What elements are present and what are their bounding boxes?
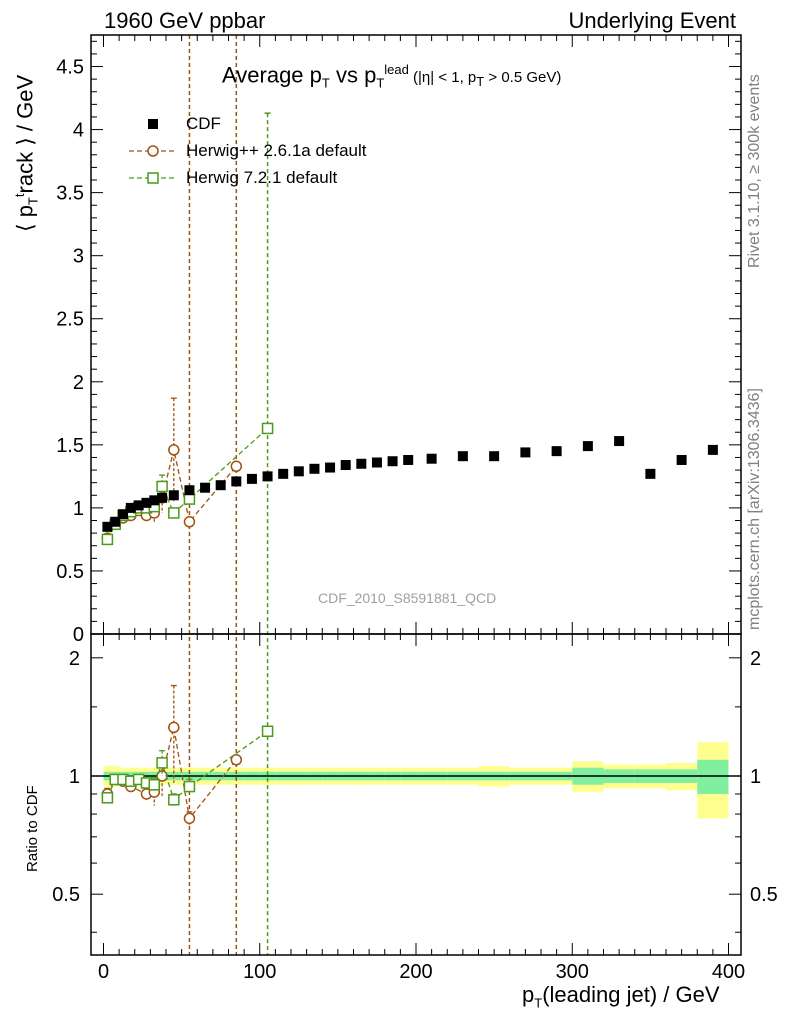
herwigpp-ratio-point: [168, 721, 180, 734]
herwig7-ratio-point: [168, 794, 180, 806]
main-y-tick-label: 0.5: [56, 561, 84, 583]
x-tick-label: 0: [98, 961, 109, 983]
cdf-data-point: [457, 451, 468, 462]
cdf-data-point: [149, 495, 160, 506]
herwig7-ratio-point: [261, 725, 274, 738]
cdf-data-point: [293, 466, 304, 477]
herwigpp-point: [183, 516, 196, 528]
main-y-tick-label: 2: [73, 372, 84, 394]
cdf-data-point: [426, 453, 437, 464]
cdf-data-point: [551, 446, 562, 457]
main-y-axis-label: ⟨ pTtrack ⟩ / GeV: [12, 74, 41, 232]
ratio-y-axis-label: Ratio to CDF: [24, 785, 41, 872]
ratio-band-inner: [697, 759, 729, 794]
cdf-data-point: [231, 476, 242, 487]
herwig7-ratio-point: [183, 780, 196, 793]
mcplots-label: mcplots.cern.ch [arXiv:1306.3436]: [746, 388, 763, 630]
cdf-data-point: [125, 502, 136, 513]
x-tick-label: 300: [556, 961, 589, 983]
x-tick-label: 400: [712, 961, 745, 983]
cdf-data-point: [184, 485, 195, 496]
herwigpp-ratio-point: [230, 754, 243, 766]
legend-marker-herwigpp: [147, 145, 159, 157]
cdf-data-point: [215, 480, 226, 491]
plot-title: Average pT vs pTlead (|η| < 1, pT > 0.5 …: [222, 62, 562, 91]
x-axis-label: pT(leading jet) / GeV: [522, 982, 720, 1011]
herwig7-ratio-point: [101, 792, 114, 804]
herwigpp-point: [230, 460, 243, 473]
main-y-tick-label: 0: [73, 624, 84, 646]
legend-label-herwigpp: Herwig++ 2.6.1a default: [186, 141, 367, 160]
herwig7-ratio-point: [156, 757, 168, 769]
cdf-data-point: [707, 444, 718, 455]
cdf-data-point: [403, 454, 414, 465]
ratio-y-tick-label-left: 0.5: [52, 884, 80, 906]
legend-label-cdf: CDF: [186, 114, 221, 133]
herwig7-ratio-point: [148, 779, 161, 791]
cdf-data-point: [676, 454, 687, 465]
cdf-data-point: [520, 447, 531, 458]
cdf-data-point: [133, 500, 144, 511]
main-y-tick-label: 3: [73, 246, 84, 268]
x-tick-label: 100: [243, 961, 276, 983]
legend-marker-cdf: [148, 119, 158, 129]
cdf-data-point: [262, 471, 273, 482]
cdf-data-point: [200, 482, 211, 493]
main-y-tick-label: 2.5: [56, 309, 84, 331]
ratio-y-tick-label-right: 2: [750, 648, 761, 670]
herwig7-point: [261, 422, 274, 435]
main-y-tick-label: 1: [73, 498, 84, 520]
ratio-y-tick-label-left: 2: [69, 648, 80, 670]
header-left: 1960 GeV ppbar: [104, 8, 266, 33]
cdf-data-point: [141, 497, 152, 508]
cdf-data-point: [387, 456, 398, 467]
cdf-data-point: [325, 462, 336, 473]
cdf-data-point: [371, 457, 382, 468]
ratio-y-tick-label-left: 1: [69, 766, 80, 788]
ratio-y-tick-label-right: 1: [750, 766, 761, 788]
herwig7-point: [101, 533, 114, 546]
cdf-data-point: [278, 468, 289, 479]
cdf-data-point: [168, 490, 179, 501]
main-y-tick-label: 4.5: [56, 57, 84, 79]
cdf-data-point: [356, 458, 367, 469]
herwig7-point: [168, 507, 180, 519]
cdf-data-point: [309, 463, 320, 474]
main-y-tick-label: 3.5: [56, 183, 84, 205]
legend-marker-herwig7: [147, 172, 159, 184]
analysis-watermark: CDF_2010_S8591881_QCD: [318, 590, 497, 606]
cdf-data-point: [157, 492, 168, 503]
ratio-frame: [90, 633, 742, 956]
cdf-data-point: [645, 468, 656, 479]
cdf-data-point: [582, 441, 593, 452]
cdf-data-point: [489, 451, 500, 462]
cdf-data-point: [110, 516, 121, 527]
legend-label-herwig7: Herwig 7.2.1 default: [186, 168, 338, 187]
header-right: Underlying Event: [568, 8, 736, 33]
rivet-label: Rivet 3.1.10, ≥ 300k events: [746, 74, 763, 268]
herwig7-point: [183, 493, 196, 505]
cdf-data-point: [102, 521, 113, 532]
herwig7-point: [156, 480, 168, 493]
herwigpp-point: [168, 444, 180, 456]
cdf-data-point: [340, 460, 351, 471]
main-y-tick-label: 1.5: [56, 435, 84, 457]
cdf-data-point: [614, 436, 625, 447]
cdf-data-point: [118, 509, 129, 520]
main-y-tick-label: 4: [73, 120, 84, 142]
herwigpp-ratio-point: [183, 812, 196, 825]
cdf-data-point: [246, 473, 257, 484]
ratio-y-tick-label-right: 0.5: [750, 884, 778, 906]
x-tick-label: 200: [399, 961, 432, 983]
